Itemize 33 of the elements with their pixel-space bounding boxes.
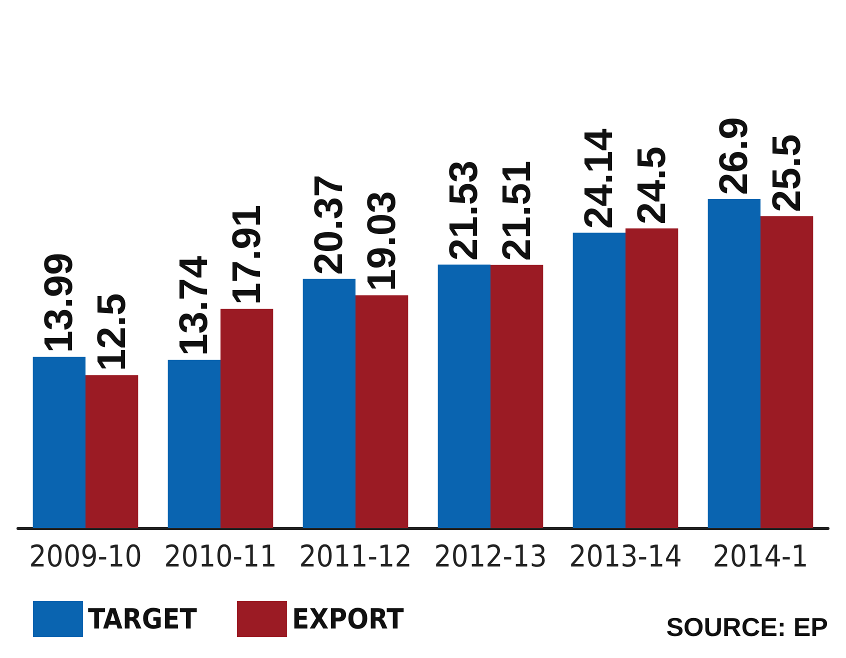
bar [86, 375, 138, 528]
bar [760, 216, 814, 528]
data-label: 24.5 [630, 146, 674, 224]
x-tick-label: 2009-10 [29, 540, 142, 574]
bar [302, 278, 356, 528]
bar [708, 198, 760, 528]
data-label: 13.99 [37, 252, 82, 353]
data-label: 20.37 [307, 174, 352, 275]
bar [438, 264, 490, 528]
bar [220, 308, 274, 528]
data-label: 21.53 [442, 160, 486, 261]
bar [490, 264, 544, 528]
x-tick-label: 2012-13 [434, 540, 547, 574]
bar [168, 360, 220, 528]
data-label: 13.74 [172, 255, 216, 356]
data-label: 24.14 [577, 128, 622, 229]
x-tick-label: 2013-14 [569, 540, 682, 574]
source-note: SOURCE: EP [666, 612, 828, 642]
x-tick-label: 2011-12 [299, 540, 412, 574]
bar [32, 356, 86, 528]
legend-label: EXPORT [292, 602, 405, 636]
data-label: 26.9 [712, 117, 756, 195]
x-tick-label: 2010-11 [164, 540, 277, 574]
legend-label: TARGET [88, 602, 198, 636]
data-label: 19.03 [360, 191, 404, 292]
data-label: 25.5 [764, 134, 809, 212]
x-tick-label: 2014-1 [712, 540, 808, 574]
data-label: 21.51 [494, 160, 539, 261]
bar [626, 228, 678, 528]
data-label: 12.5 [90, 293, 134, 372]
data-label: 17.91 [224, 204, 269, 305]
bar [572, 232, 626, 528]
bar [356, 295, 408, 528]
